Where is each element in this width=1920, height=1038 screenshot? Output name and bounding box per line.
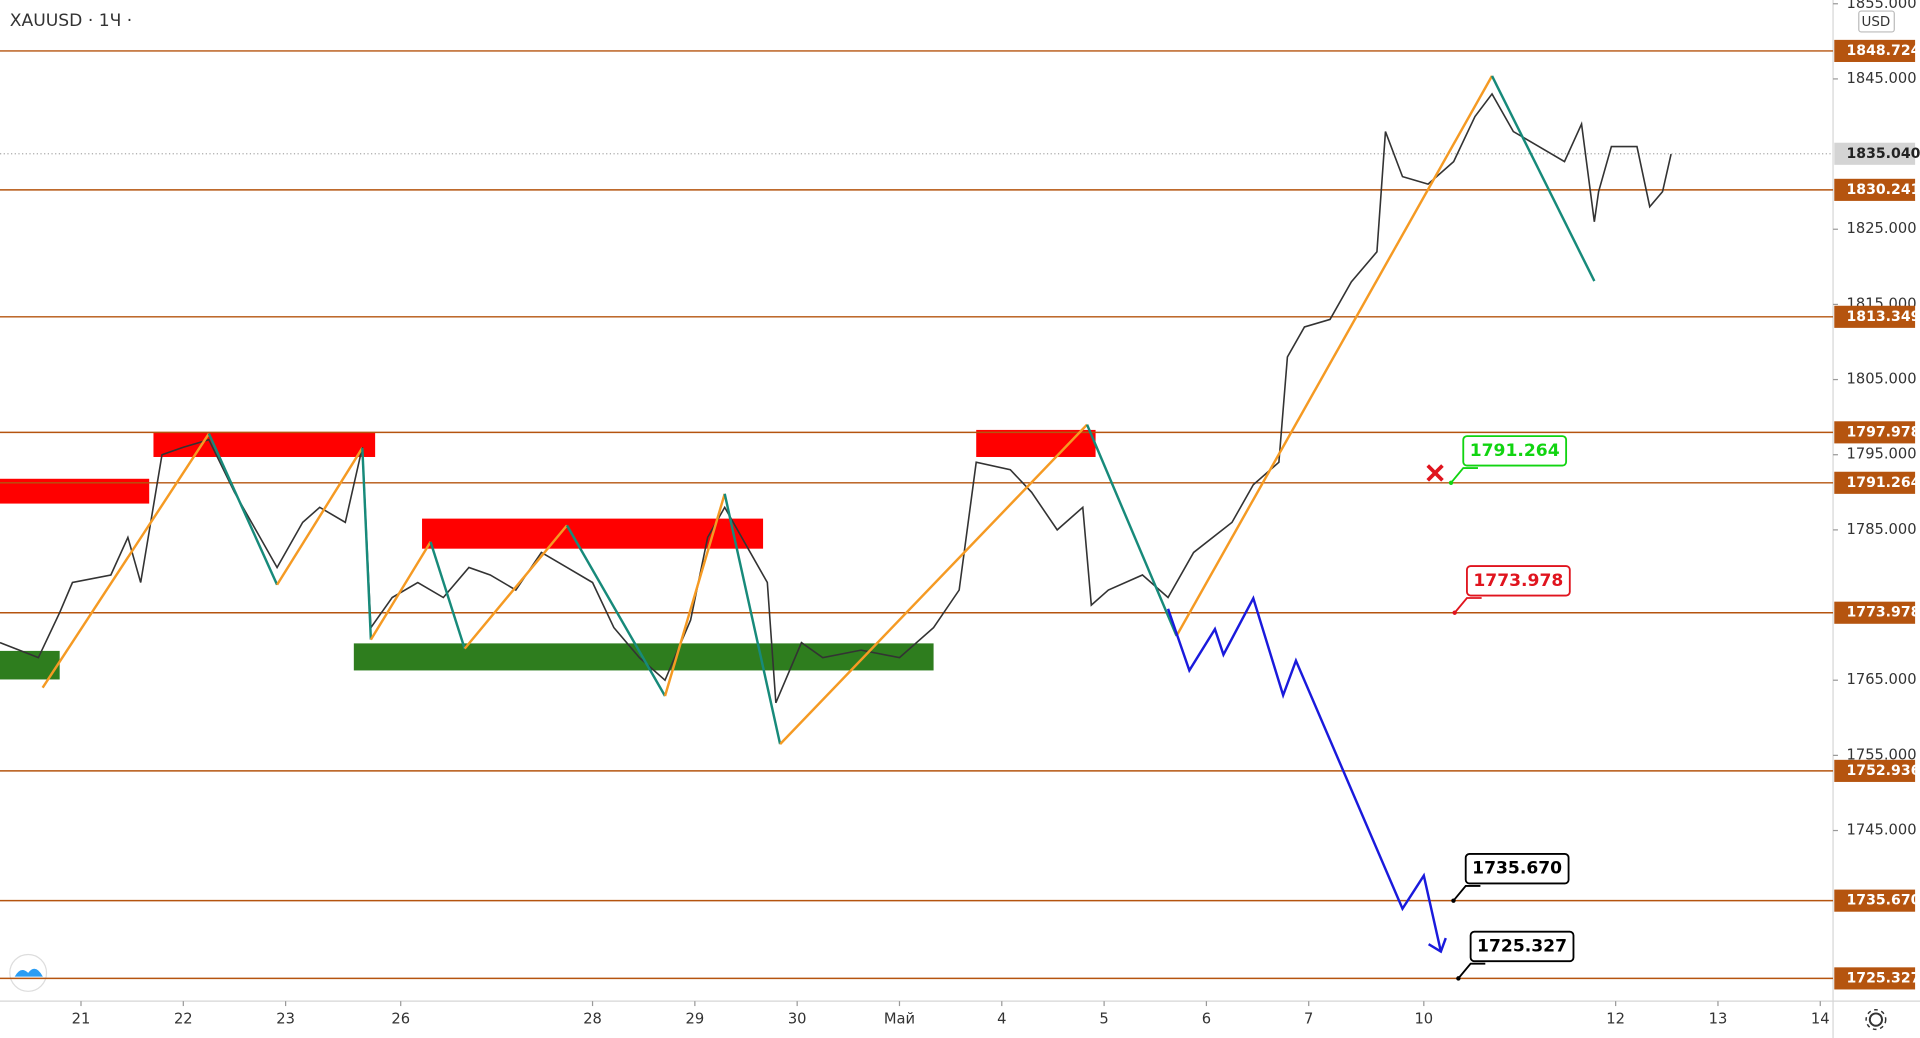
x-tick-label: 13 <box>1709 1011 1728 1028</box>
level-label: 1725.327 <box>1847 970 1920 986</box>
zigzag-segment <box>41 433 210 689</box>
level-label: 1848.724 <box>1847 43 1920 59</box>
y-tick-label: 1845.000 <box>1847 70 1917 87</box>
callout-label: 1725.327 <box>1477 936 1567 956</box>
y-tick-label: 1785.000 <box>1847 521 1917 538</box>
x-tick-label: 21 <box>72 1011 91 1028</box>
x-tick-label: 14 <box>1811 1011 1830 1028</box>
zigzag-segment <box>276 447 364 586</box>
callout-pointer <box>1450 467 1478 484</box>
zigzag-segment <box>207 433 279 586</box>
level-box <box>1834 178 1916 201</box>
callout-label: 1773.978 <box>1473 571 1563 591</box>
callout-label: 1791.264 <box>1470 441 1560 461</box>
zigzag-segment <box>663 493 726 697</box>
price-line <box>0 92 1672 704</box>
zigzag-segment <box>361 447 373 640</box>
level-box <box>1834 39 1916 62</box>
x-tick-label: 23 <box>276 1011 295 1028</box>
level-box <box>1834 421 1916 444</box>
x-tick-label: 5 <box>1099 1011 1108 1028</box>
x-tick-label: 7 <box>1304 1011 1313 1028</box>
callout-pointer <box>1457 962 1486 979</box>
callout-dot <box>1452 610 1457 615</box>
level-label: 1773.978 <box>1847 605 1920 621</box>
zigzag-segment <box>429 541 466 650</box>
level-label: 1735.670 <box>1847 893 1920 909</box>
level-box <box>1834 601 1916 624</box>
zigzag-segment <box>1490 75 1596 282</box>
x-tick-label: 10 <box>1414 1011 1433 1028</box>
x-tick-label: 12 <box>1606 1011 1625 1028</box>
callout-pointer <box>1453 597 1482 614</box>
level-box <box>1834 471 1916 494</box>
zone <box>153 432 376 457</box>
callout-dot <box>1451 898 1456 903</box>
x-tick-label: 30 <box>788 1011 807 1028</box>
currency: USD <box>1862 14 1891 30</box>
x-tick-label: 22 <box>174 1011 193 1028</box>
callout-dot <box>1456 976 1461 981</box>
forecast-arrow <box>1427 937 1447 954</box>
logo[interactable] <box>9 953 48 992</box>
y-tick-label: 1825.000 <box>1847 220 1917 237</box>
y-tick-label: 1745.000 <box>1847 822 1917 839</box>
level-box <box>1834 889 1916 912</box>
currency-box <box>1858 10 1895 33</box>
zigzag-segment <box>565 524 667 697</box>
symbol-title[interactable]: XAUUSD · 1Ч · <box>10 11 132 31</box>
zigzag-segment <box>723 493 782 745</box>
callout-dot <box>1448 480 1454 486</box>
y-tick-label: 1805.000 <box>1847 371 1917 388</box>
level-label: 1797.978 <box>1847 424 1920 440</box>
callout-label: 1735.670 <box>1472 859 1562 879</box>
y-tick-label: 1855.000 <box>1847 0 1917 12</box>
settings-icon[interactable] <box>1865 1009 1887 1031</box>
level-box <box>1834 967 1916 990</box>
y-tick-label: 1795.000 <box>1847 446 1917 463</box>
last-price-box <box>1834 142 1916 165</box>
forecast-line <box>1166 595 1443 952</box>
level-box <box>1834 305 1916 328</box>
x-tick-label: 6 <box>1202 1011 1211 1028</box>
x-tick-label: 26 <box>391 1011 410 1028</box>
callout-box <box>1469 930 1575 963</box>
zigzag-segment <box>779 423 1088 745</box>
level-label: 1791.264 <box>1847 475 1920 491</box>
x-tick-label: 4 <box>997 1011 1006 1028</box>
level-label: 1752.936 <box>1847 763 1920 779</box>
cross-marker <box>1426 464 1444 482</box>
y-tick-label: 1755.000 <box>1847 746 1917 763</box>
level-box <box>1834 759 1916 782</box>
y-tick-label: 1765.000 <box>1847 671 1917 688</box>
zigzag-segment <box>463 524 568 650</box>
zigzag-segment <box>369 541 432 641</box>
callout-box <box>1462 435 1568 467</box>
last-price-label: 1835.040 <box>1847 146 1920 162</box>
callout-box <box>1466 565 1571 597</box>
x-tick-label: 29 <box>686 1011 705 1028</box>
level-label: 1813.349 <box>1847 309 1920 325</box>
zone <box>976 429 1096 457</box>
zigzag-segment <box>1085 424 1178 637</box>
x-tick-label: Май <box>884 1011 915 1028</box>
zigzag-segment <box>1175 75 1494 637</box>
callout-pointer <box>1452 884 1481 902</box>
callout-box <box>1464 853 1570 885</box>
x-tick-label: 28 <box>583 1011 602 1028</box>
level-label: 1830.241 <box>1847 182 1920 198</box>
